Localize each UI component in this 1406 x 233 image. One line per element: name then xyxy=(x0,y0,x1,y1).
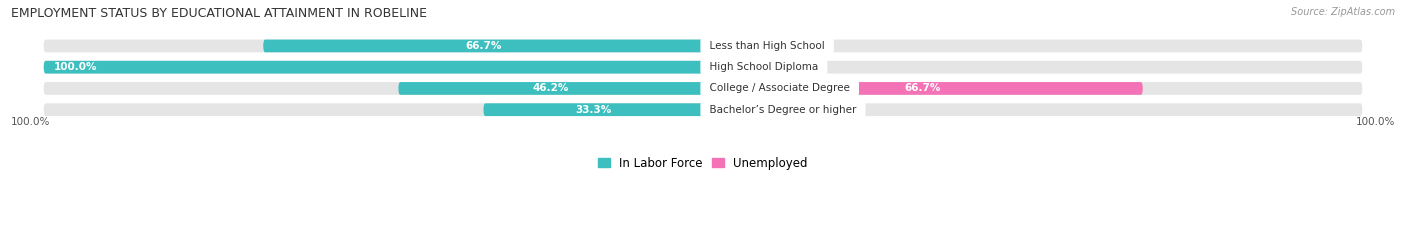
Text: Less than High School: Less than High School xyxy=(703,41,831,51)
Text: 66.7%: 66.7% xyxy=(465,41,502,51)
FancyBboxPatch shape xyxy=(44,103,1362,116)
Text: 100.0%: 100.0% xyxy=(1355,117,1395,127)
Text: 46.2%: 46.2% xyxy=(533,83,569,93)
FancyBboxPatch shape xyxy=(263,40,703,52)
FancyBboxPatch shape xyxy=(44,61,703,74)
FancyBboxPatch shape xyxy=(484,103,703,116)
Text: 0.0%: 0.0% xyxy=(766,62,792,72)
Text: 0.0%: 0.0% xyxy=(766,105,792,115)
FancyBboxPatch shape xyxy=(703,40,756,52)
FancyBboxPatch shape xyxy=(44,40,1362,52)
Legend: In Labor Force, Unemployed: In Labor Force, Unemployed xyxy=(593,152,813,174)
FancyBboxPatch shape xyxy=(703,82,1143,95)
Text: Bachelor’s Degree or higher: Bachelor’s Degree or higher xyxy=(703,105,863,115)
FancyBboxPatch shape xyxy=(398,82,703,95)
FancyBboxPatch shape xyxy=(44,82,1362,95)
Text: EMPLOYMENT STATUS BY EDUCATIONAL ATTAINMENT IN ROBELINE: EMPLOYMENT STATUS BY EDUCATIONAL ATTAINM… xyxy=(11,7,427,20)
Text: 0.0%: 0.0% xyxy=(766,41,792,51)
FancyBboxPatch shape xyxy=(703,103,756,116)
Text: 100.0%: 100.0% xyxy=(53,62,97,72)
Text: High School Diploma: High School Diploma xyxy=(703,62,825,72)
Text: Source: ZipAtlas.com: Source: ZipAtlas.com xyxy=(1291,7,1395,17)
Text: 66.7%: 66.7% xyxy=(904,83,941,93)
FancyBboxPatch shape xyxy=(703,61,756,74)
Text: 100.0%: 100.0% xyxy=(11,117,51,127)
FancyBboxPatch shape xyxy=(44,61,1362,74)
Text: 33.3%: 33.3% xyxy=(575,105,612,115)
Text: College / Associate Degree: College / Associate Degree xyxy=(703,83,856,93)
